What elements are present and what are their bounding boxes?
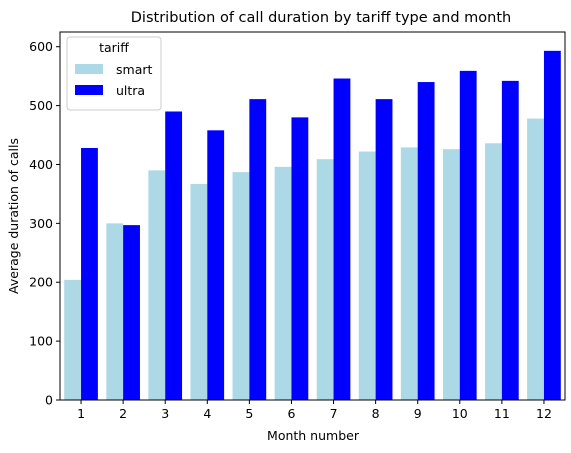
y-tick-label: 300 [29, 216, 53, 231]
bar-smart-month-12 [527, 118, 544, 401]
legend-swatch-smart [75, 64, 103, 74]
x-tick-label: 5 [245, 406, 253, 421]
legend-label-smart: smart [116, 62, 152, 77]
x-tick-label: 2 [119, 406, 127, 421]
y-axis-ticks: 0 100 200 300 400 500 600 [29, 39, 60, 408]
bar-smart-month-11 [485, 143, 502, 400]
bar-smart-month-4 [190, 183, 208, 400]
y-tick-label: 400 [29, 157, 53, 172]
bar-smart-month-8 [358, 151, 376, 400]
x-axis-ticks: 1 2 3 4 5 6 7 8 9 10 11 12 [77, 400, 552, 421]
legend: tariff smart ultra [66, 36, 162, 111]
y-tick-label: 100 [29, 334, 53, 349]
y-axis-label: Average duration of calls [6, 138, 21, 294]
bar-smart-month-2 [106, 223, 124, 400]
y-tick-label: 600 [29, 39, 53, 54]
y-tick-label: 0 [45, 393, 53, 408]
y-tick-label: 500 [29, 98, 53, 113]
x-axis-label: Month number [267, 428, 360, 443]
plot-frame [59, 31, 566, 401]
bar-smart-month-6 [274, 166, 292, 400]
bar-smart-month-1 [64, 279, 82, 400]
bar-ultra-month-4 [207, 130, 225, 401]
x-tick-label: 8 [372, 406, 380, 421]
bar-ultra-month-9 [417, 82, 435, 400]
bar-ultra-month-2 [123, 225, 140, 400]
bar-ultra-month-10 [459, 70, 477, 400]
y-tick-label: 200 [29, 275, 53, 290]
x-tick-label: 3 [161, 406, 169, 421]
legend-swatch-ultra [75, 85, 103, 95]
x-tick-label: 12 [536, 406, 552, 421]
bar-ultra-month-8 [375, 99, 393, 400]
bar-smart-month-9 [400, 147, 418, 400]
bar-ultra-month-11 [501, 80, 519, 401]
x-tick-label: 9 [414, 406, 422, 421]
bar-ultra-month-1 [81, 147, 98, 400]
bar-ultra-month-6 [291, 117, 309, 400]
legend-title: tariff [99, 40, 129, 55]
x-tick-label: 4 [203, 406, 211, 421]
bar-smart-month-5 [232, 172, 250, 400]
x-tick-label: 10 [452, 406, 468, 421]
x-tick-label: 7 [330, 406, 338, 421]
chart-title: Distribution of call duration by tariff … [131, 10, 511, 26]
bar-smart-month-3 [148, 170, 166, 400]
bar-ultra-month-7 [333, 78, 351, 400]
bar-ultra-month-5 [249, 99, 267, 400]
bar-smart-month-10 [442, 149, 460, 400]
legend-label-ultra: ultra [116, 83, 145, 98]
bar-smart-month-7 [316, 159, 334, 400]
bar-ultra-month-3 [165, 111, 183, 400]
x-tick-label: 6 [287, 406, 295, 421]
x-tick-label: 1 [77, 406, 85, 421]
x-tick-label: 11 [494, 406, 510, 421]
bars-group [64, 50, 561, 401]
bar-ultra-month-12 [543, 50, 561, 400]
